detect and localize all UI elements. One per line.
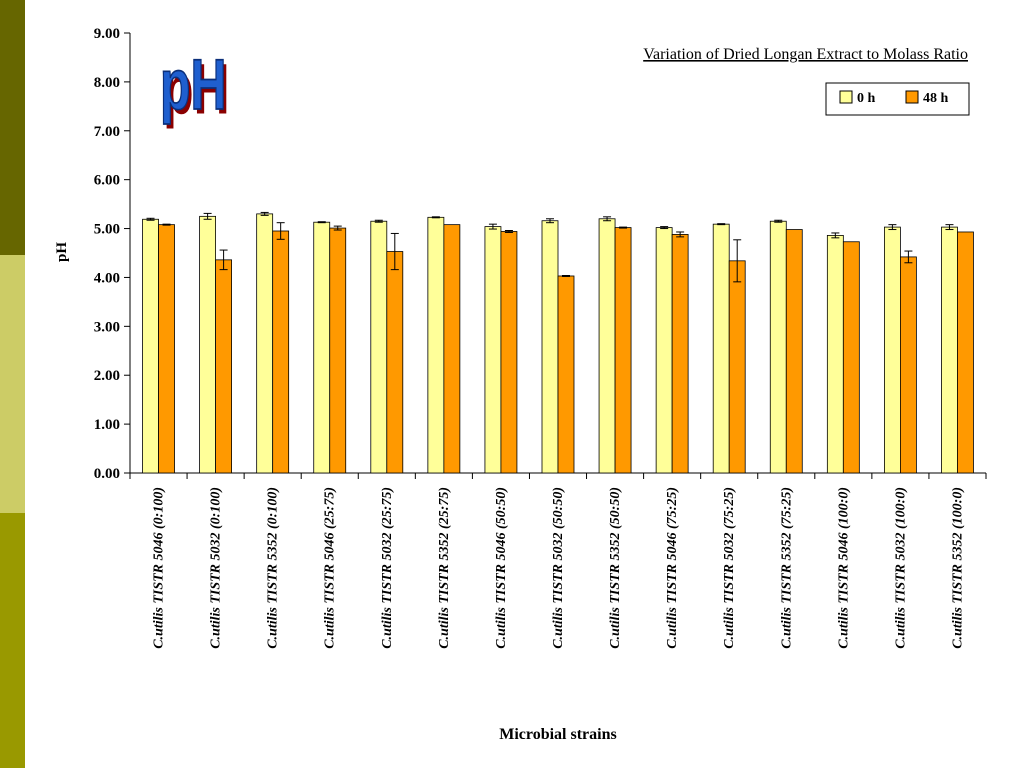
x-tick-label: C.utilis TISTR 5046 (50:50) xyxy=(494,487,509,649)
x-tick-label: C.utilis TISTR 5046 (0:100) xyxy=(152,487,167,649)
bar-0h xyxy=(941,226,958,474)
bar-0h xyxy=(427,216,445,474)
slide-band-middle xyxy=(0,255,25,513)
y-tick-label: 3.00 xyxy=(94,319,120,335)
bar-0h xyxy=(142,218,159,474)
bar-0h xyxy=(598,218,616,474)
chart-title: Variation of Dried Longan Extract to Mol… xyxy=(643,46,968,63)
bar-48h xyxy=(785,229,803,474)
bar-48h xyxy=(386,251,404,474)
bar-0h xyxy=(313,221,331,474)
plot-area: 0.00 1.00 2.00 3.00 4.00 5.00 6.00 7.00 8.00 9.00… xyxy=(94,26,987,649)
bar-48h xyxy=(614,227,632,474)
bar-0h xyxy=(484,226,502,474)
slide-band-top xyxy=(0,0,25,255)
x-tick-label: C.utilis TISTR 5032 (75:25) xyxy=(722,487,737,649)
ph-badge-logo: pH pH xyxy=(159,44,230,130)
bar-48h xyxy=(900,256,917,474)
y-tick-label: 2.00 xyxy=(94,368,120,384)
legend-swatch-0h xyxy=(839,90,853,104)
x-tick-label: C.utilis TISTR 5032 (100:0) xyxy=(893,487,908,649)
bar-0h xyxy=(712,223,730,474)
bar-48h xyxy=(671,234,689,474)
svg-text:pH: pH xyxy=(160,45,227,125)
y-tick-label: 7.00 xyxy=(94,124,120,140)
y-tick-label: 8.00 xyxy=(94,75,120,91)
x-tick-label: C.utilis TISTR 5032 (0:100) xyxy=(209,487,224,649)
slide-band-bottom xyxy=(0,513,25,768)
legend-label-48h: 48 h xyxy=(923,91,949,106)
y-tick-label: 5.00 xyxy=(94,222,120,238)
bar-48h xyxy=(500,231,518,474)
x-tick-label: C.utilis TISTR 5046 (25:75) xyxy=(323,487,338,649)
bar-0h xyxy=(769,220,787,474)
y-tick-label: 4.00 xyxy=(94,270,120,286)
bar-0h xyxy=(826,234,844,474)
bar-48h xyxy=(842,241,860,474)
bar-48h xyxy=(728,260,746,474)
bar-0h xyxy=(199,215,217,474)
x-tick-label: C.utilis TISTR 5032 (25:75) xyxy=(380,487,395,649)
bar-0h xyxy=(884,226,901,474)
y-tick-label: 9.00 xyxy=(94,26,120,42)
y-axis-label: pH xyxy=(54,242,70,262)
x-tick-label: C.utilis TISTR 5352 (0:100) xyxy=(266,487,281,649)
x-tick-label: C.utilis TISTR 5352 (25:75) xyxy=(437,487,452,649)
x-tick-label: C.utilis TISTR 5046 (75:25) xyxy=(665,487,680,649)
x-tick-label: C.utilis TISTR 5352 (50:50) xyxy=(608,487,623,649)
y-tick-label: 1.00 xyxy=(94,417,120,433)
x-tick-label: C.utilis TISTR 5352 (75:25) xyxy=(779,487,794,649)
legend: 0 h 48 h xyxy=(825,82,970,116)
bar-0h xyxy=(256,213,274,474)
bar-48h xyxy=(215,259,233,474)
bar-0h xyxy=(541,220,559,474)
bar-48h xyxy=(272,230,290,474)
bar-48h xyxy=(557,275,575,474)
x-axis-label: Microbial strains xyxy=(499,726,616,743)
legend-swatch-48h xyxy=(905,90,919,104)
bar-0h xyxy=(655,227,673,474)
bar-48h xyxy=(158,224,175,474)
x-tick-label: C.utilis TISTR 5046 (100:0) xyxy=(836,487,851,649)
bar-48h xyxy=(443,224,461,474)
svg-text:pH: pH xyxy=(163,50,230,130)
bar-48h xyxy=(329,227,347,474)
legend-label-0h: 0 h xyxy=(857,91,876,106)
y-tick-label: 0.00 xyxy=(94,466,120,482)
bar-0h xyxy=(370,220,388,474)
x-tick-label: C.utilis TISTR 5352 (100:0) xyxy=(950,487,965,649)
y-tick-label: 6.00 xyxy=(94,173,120,189)
bar-48h xyxy=(957,231,974,474)
x-tick-label: C.utilis TISTR 5032 (50:50) xyxy=(551,487,566,649)
